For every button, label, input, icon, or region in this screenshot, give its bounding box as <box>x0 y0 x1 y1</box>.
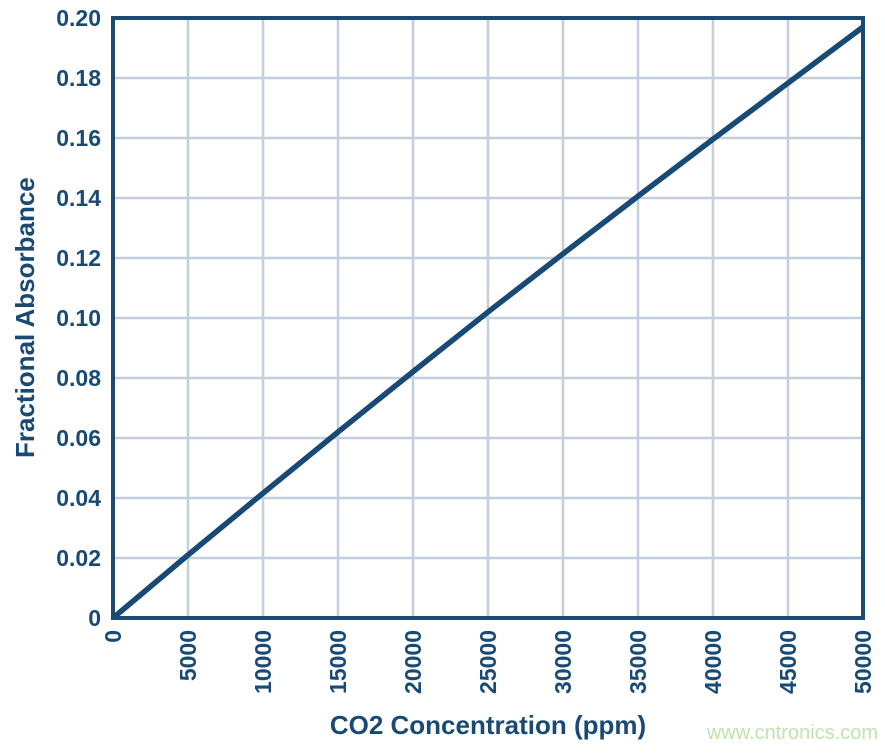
x-tick-label: 45000 <box>775 630 801 694</box>
watermark-text: www.cntronics.com <box>706 722 878 744</box>
y-tick-label: 0.02 <box>56 545 101 571</box>
y-tick-label: 0.14 <box>56 185 101 211</box>
x-tick-label: 5000 <box>175 630 201 682</box>
y-tick-label: 0.04 <box>56 485 101 511</box>
y-tick-label: 0.12 <box>56 245 101 271</box>
y-tick-label: 0.10 <box>56 305 101 331</box>
y-tick-label: 0.08 <box>56 365 101 391</box>
y-tick-label: 0.06 <box>56 425 101 451</box>
x-tick-label: 30000 <box>550 630 576 694</box>
data-line-fractional-absorbance-vs-co2 <box>111 24 865 621</box>
plot-border <box>111 16 865 620</box>
x-axis-title: CO2 Concentration (ppm) <box>329 710 647 740</box>
x-tick-label: 20000 <box>400 630 426 694</box>
x-tick-label: 0 <box>100 630 126 643</box>
x-tick-label: 40000 <box>700 630 726 694</box>
y-axis-title: Fractional Absorbance <box>10 177 40 459</box>
y-tick-label: 0 <box>88 605 101 631</box>
y-tick-label: 0.18 <box>56 65 101 91</box>
x-tick-label: 10000 <box>250 630 276 694</box>
x-tick-label: 15000 <box>325 630 351 694</box>
x-tick-label: 25000 <box>475 630 501 694</box>
y-tick-label: 0.20 <box>56 5 101 31</box>
x-tick-label: 50000 <box>850 630 876 694</box>
x-tick-label: 35000 <box>625 630 651 694</box>
y-tick-label: 0.16 <box>56 125 101 151</box>
